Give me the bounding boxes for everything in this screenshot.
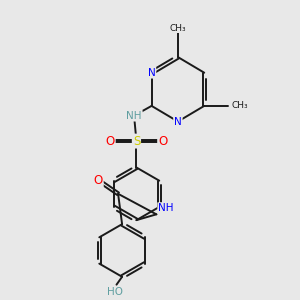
Text: N: N — [174, 116, 182, 127]
Text: CH₃: CH₃ — [169, 24, 186, 33]
Text: NH: NH — [126, 111, 142, 121]
Text: HO: HO — [107, 287, 123, 297]
Text: O: O — [158, 135, 167, 148]
Text: CH₃: CH₃ — [231, 101, 248, 110]
Text: N: N — [148, 68, 155, 78]
Text: O: O — [94, 174, 103, 187]
Text: O: O — [106, 135, 115, 148]
Text: NH: NH — [158, 203, 173, 213]
Text: S: S — [133, 135, 140, 148]
